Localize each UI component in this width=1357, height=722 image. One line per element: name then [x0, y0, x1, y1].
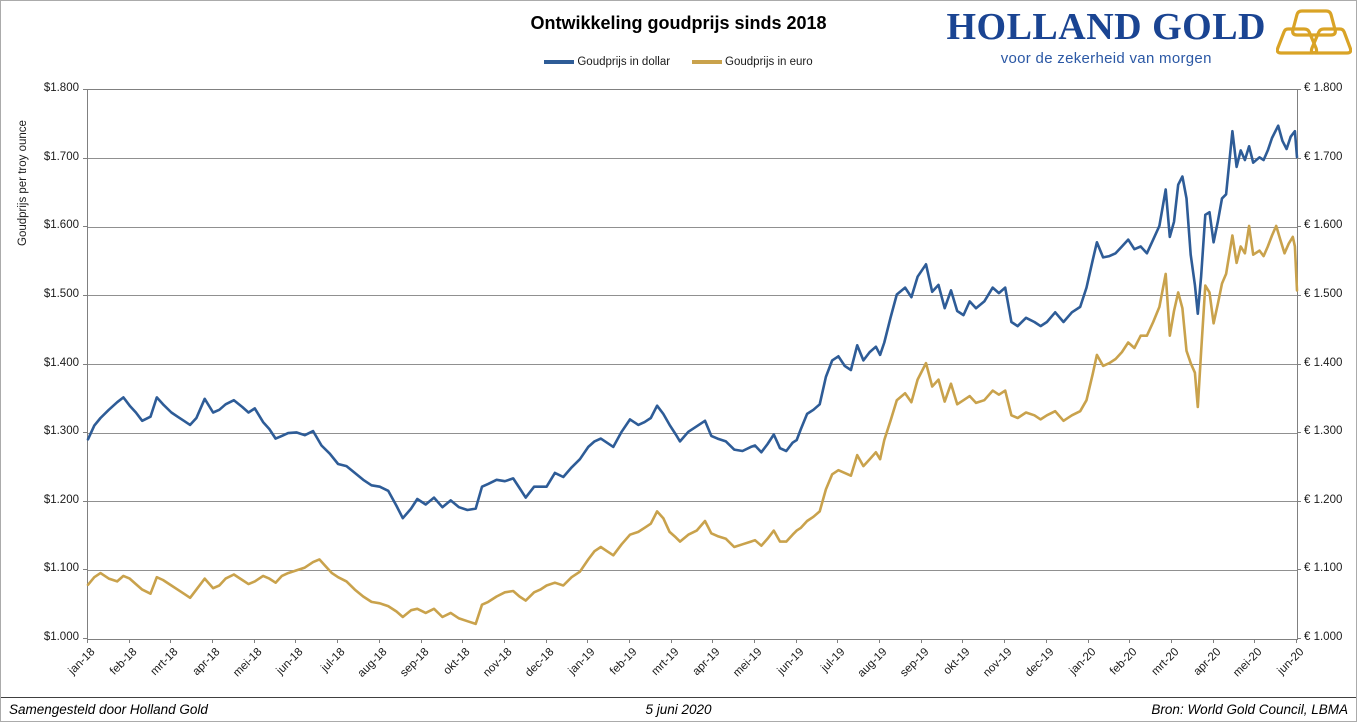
y-axis-tick-right — [1297, 363, 1301, 365]
y-axis-tick-right — [1297, 89, 1301, 90]
x-axis-tick — [378, 639, 380, 643]
y-tick-label-right: € 1.500 — [1304, 287, 1343, 300]
x-axis-tick — [1296, 639, 1297, 643]
y-axis-tick-left — [83, 569, 87, 571]
x-axis-tick — [754, 639, 756, 643]
y-axis-tick-left — [83, 638, 87, 639]
x-axis-tick — [212, 639, 214, 643]
logo-tagline: voor de zekerheid van morgen — [1000, 49, 1212, 67]
y-tick-label-left: $1.700 — [43, 150, 79, 163]
y-tick-label-right: € 1.700 — [1304, 150, 1343, 163]
x-axis-tick — [962, 639, 964, 643]
chart-title: Ontwikkeling goudprijs sinds 2018 — [530, 13, 827, 33]
legend-item-dollar: Goudprijs in dollar — [544, 56, 670, 68]
y-tick-label-left: $1.100 — [43, 562, 79, 575]
legend-label-dollar: Goudprijs in dollar — [577, 56, 671, 68]
y-axis-tick-left — [83, 89, 87, 90]
x-axis-tick — [87, 639, 88, 643]
y-tick-label-left: $1.500 — [43, 287, 79, 300]
y-axis-tick-right — [1297, 638, 1301, 639]
x-axis-tick — [128, 639, 130, 643]
y-axis-tick-left — [83, 226, 87, 228]
legend-item-euro: Goudprijs in euro — [692, 56, 813, 68]
x-axis-tick — [545, 639, 547, 643]
x-axis-tick — [503, 639, 505, 643]
gridline — [88, 364, 1297, 365]
x-axis-tick — [170, 639, 172, 643]
x-axis-tick — [795, 639, 797, 643]
y-axis-tick-left — [83, 157, 87, 159]
x-axis-tick — [837, 639, 839, 643]
y-axis-tick-left — [83, 500, 87, 502]
x-axis-tick — [420, 639, 422, 643]
x-axis-tick — [587, 639, 589, 643]
series-line-dollar — [86, 124, 1299, 520]
y-tick-label-left: $1.400 — [43, 356, 79, 369]
y-tick-label-left: $1.600 — [43, 219, 79, 232]
y-axis-tick-right — [1297, 569, 1301, 571]
y-axis-tick-right — [1297, 157, 1301, 159]
y-axis-tick-right — [1297, 500, 1301, 502]
logo-text-block: HOLLAND GOLD voor de zekerheid van morge… — [946, 6, 1266, 67]
x-axis-tick — [1212, 639, 1214, 643]
x-axis-tick — [253, 639, 255, 643]
y-axis-tick-left — [83, 294, 87, 296]
line-series-canvas — [86, 124, 1299, 626]
plot-area — [86, 89, 1299, 640]
x-axis-tick — [712, 639, 714, 643]
gridline — [88, 295, 1297, 297]
y-tick-label-right: € 1.200 — [1304, 493, 1343, 506]
footer-date: 5 juni 2020 — [645, 702, 712, 717]
x-axis-tick — [462, 639, 464, 643]
y-tick-label-right: € 1.800 — [1304, 82, 1343, 94]
x-axis-tick — [670, 639, 672, 643]
logo-wordmark: HOLLAND GOLD — [946, 6, 1266, 48]
x-axis-tick — [879, 639, 881, 643]
x-axis-tick — [628, 639, 630, 643]
legend-swatch-euro-icon — [692, 60, 723, 64]
x-axis-tick — [1004, 639, 1006, 643]
y-tick-label-right: € 1.000 — [1304, 631, 1343, 643]
y-tick-label-left: $1.800 — [43, 82, 79, 94]
x-axis-tick — [1087, 639, 1089, 643]
gridline — [88, 158, 1297, 160]
x-axis-tick — [337, 639, 339, 643]
y-axis-tick-left — [83, 432, 87, 434]
gridline — [88, 501, 1297, 503]
footer-source: Bron: World Gold Council, LBMA — [1151, 702, 1348, 717]
y-axis-tick-right — [1297, 294, 1301, 296]
footer-divider — [1, 697, 1356, 698]
y-axis-tick-right — [1297, 432, 1301, 434]
chart-legend: Goudprijs in dollar Goudprijs in euro — [1, 56, 1356, 68]
y-axis-tick-left — [83, 363, 87, 365]
x-axis-tick — [295, 639, 297, 643]
footer-credit: Samengesteld door Holland Gold — [9, 702, 208, 717]
series-line-euro — [86, 224, 1299, 626]
holland-gold-logo: HOLLAND GOLD voor de zekerheid van morge… — [946, 6, 1352, 67]
y-tick-label-right: € 1.100 — [1304, 562, 1343, 575]
y-tick-label-left: $1.300 — [43, 425, 79, 438]
gridline — [88, 569, 1297, 571]
x-axis-tick — [1045, 639, 1047, 643]
x-axis-tick — [920, 639, 922, 643]
y-tick-label-right: € 1.600 — [1304, 219, 1343, 232]
y-axis-tick-right — [1297, 226, 1301, 228]
y-tick-label-right: € 1.400 — [1304, 356, 1343, 369]
gridline — [88, 432, 1297, 434]
x-axis-tick — [1129, 639, 1131, 643]
gold-bars-icon — [1276, 9, 1352, 55]
legend-swatch-dollar-icon — [544, 60, 575, 64]
legend-label-euro: Goudprijs in euro — [725, 56, 813, 68]
y-tick-label-right: € 1.300 — [1304, 425, 1343, 438]
y-tick-label-left: $1.200 — [43, 493, 79, 506]
x-axis-tick — [1254, 639, 1256, 643]
x-axis-tick — [1170, 639, 1172, 643]
y-tick-label-left: $1.000 — [43, 631, 79, 643]
gridline — [88, 226, 1297, 228]
